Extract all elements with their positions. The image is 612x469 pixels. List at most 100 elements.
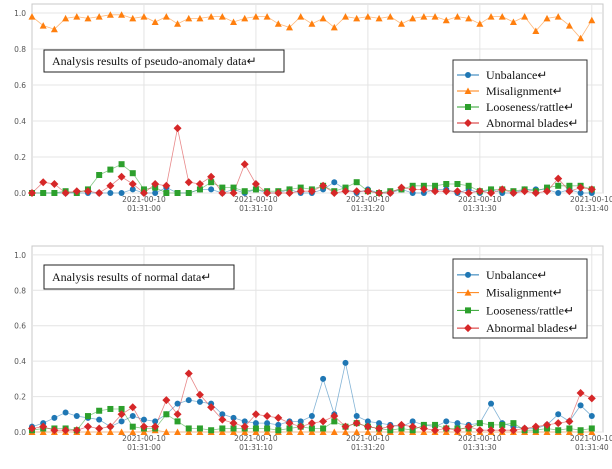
data-point-triangle <box>185 428 193 435</box>
data-point-diamond <box>207 172 216 181</box>
data-point-diamond <box>240 160 249 169</box>
data-point-diamond <box>106 181 115 190</box>
data-point-diamond <box>375 189 384 197</box>
data-point-triangle <box>241 14 249 22</box>
data-point-diamond <box>106 422 115 431</box>
data-point-circle <box>230 414 237 421</box>
legend-marker-triangle <box>464 289 472 296</box>
data-point-triangle <box>375 14 383 22</box>
data-point-triangle <box>39 22 47 29</box>
data-point-circle <box>73 413 80 420</box>
data-point-diamond <box>386 189 395 197</box>
data-point-diamond <box>263 189 272 197</box>
data-point-diamond <box>139 189 148 197</box>
data-point-triangle <box>252 13 260 20</box>
data-point-triangle <box>230 18 238 25</box>
data-point-triangle <box>308 428 316 435</box>
data-point-triangle <box>106 11 114 18</box>
data-point-circle <box>308 413 315 420</box>
data-point-diamond <box>498 185 507 194</box>
data-point-triangle <box>297 13 305 20</box>
data-point-circle <box>196 398 203 405</box>
data-point-square <box>588 425 595 432</box>
data-point-triangle <box>364 13 372 20</box>
x-tick-label-time: 01:31:40 <box>575 204 609 213</box>
data-point-triangle <box>431 13 439 20</box>
annotation-box <box>43 264 235 290</box>
legend-marker-triangle <box>464 87 472 94</box>
data-point-triangle <box>465 14 473 22</box>
data-point-square <box>107 405 114 412</box>
data-point-diamond <box>128 403 137 412</box>
data-point-circle <box>577 190 584 196</box>
data-point-diamond <box>274 189 283 197</box>
data-point-diamond <box>565 187 574 196</box>
data-point-square <box>219 184 226 191</box>
data-point-diamond <box>128 180 137 188</box>
data-point-circle <box>555 190 562 196</box>
data-point-diamond <box>487 426 496 435</box>
data-point-diamond <box>61 426 70 435</box>
data-point-diamond <box>543 420 552 429</box>
data-point-diamond <box>543 187 552 196</box>
data-point-triangle <box>151 18 159 25</box>
x-tick-label-date: 2021-00-10 <box>346 195 390 204</box>
data-point-diamond <box>39 422 48 431</box>
data-point-diamond <box>83 422 92 431</box>
data-point-triangle <box>509 18 517 25</box>
data-point-circle <box>320 375 327 382</box>
data-point-triangle <box>297 428 305 435</box>
data-point-square <box>118 405 125 412</box>
data-point-triangle <box>106 428 114 435</box>
data-point-square <box>196 186 203 193</box>
data-point-diamond <box>285 189 294 197</box>
data-point-triangle <box>341 428 349 435</box>
data-point-triangle <box>62 14 70 22</box>
data-point-diamond <box>274 413 283 422</box>
data-point-triangle <box>230 428 238 435</box>
data-point-diamond <box>453 426 462 435</box>
data-point-square <box>118 161 125 168</box>
data-point-diamond <box>72 187 81 196</box>
data-point-square <box>84 413 91 420</box>
data-point-diamond <box>263 412 272 421</box>
data-point-circle <box>208 186 215 193</box>
annotation-text: Analysis results of pseudo-anomaly data↵ <box>52 54 257 68</box>
data-point-triangle <box>39 428 47 435</box>
data-point-diamond <box>307 419 316 428</box>
legend-label-misalignment: Misalignment↵ <box>486 84 563 98</box>
data-point-triangle <box>476 20 484 27</box>
data-point-diamond <box>229 189 238 197</box>
data-point-square <box>286 425 293 432</box>
data-point-diamond <box>565 417 574 426</box>
data-point-diamond <box>285 419 294 428</box>
data-point-diamond <box>498 426 507 435</box>
data-point-triangle <box>84 428 92 435</box>
data-point-diamond <box>475 187 484 196</box>
x-tick-label-time: 01:31:10 <box>239 443 273 452</box>
data-point-diamond <box>307 187 316 196</box>
data-point-square <box>432 421 439 428</box>
data-point-circle <box>555 411 562 418</box>
data-point-square <box>510 420 517 427</box>
data-point-diamond <box>28 189 36 197</box>
data-point-triangle <box>162 13 170 20</box>
y-tick-label: 0.0 <box>14 428 26 437</box>
data-point-circle <box>129 413 136 420</box>
data-point-square <box>208 427 215 434</box>
data-point-circle <box>443 418 450 425</box>
data-point-circle <box>364 418 371 425</box>
data-point-triangle <box>162 428 170 435</box>
data-point-diamond <box>363 187 372 196</box>
x-tick-label-time: 01:31:20 <box>351 443 385 452</box>
data-point-triangle <box>319 14 327 22</box>
y-tick-label: 0.8 <box>14 45 26 54</box>
data-point-circle <box>376 420 383 427</box>
data-point-diamond <box>475 426 484 435</box>
data-point-square <box>264 425 271 432</box>
data-point-diamond <box>296 422 305 431</box>
data-point-circle <box>353 413 360 420</box>
data-point-square <box>129 170 136 177</box>
data-point-triangle <box>174 428 182 435</box>
data-point-diamond <box>419 185 428 194</box>
